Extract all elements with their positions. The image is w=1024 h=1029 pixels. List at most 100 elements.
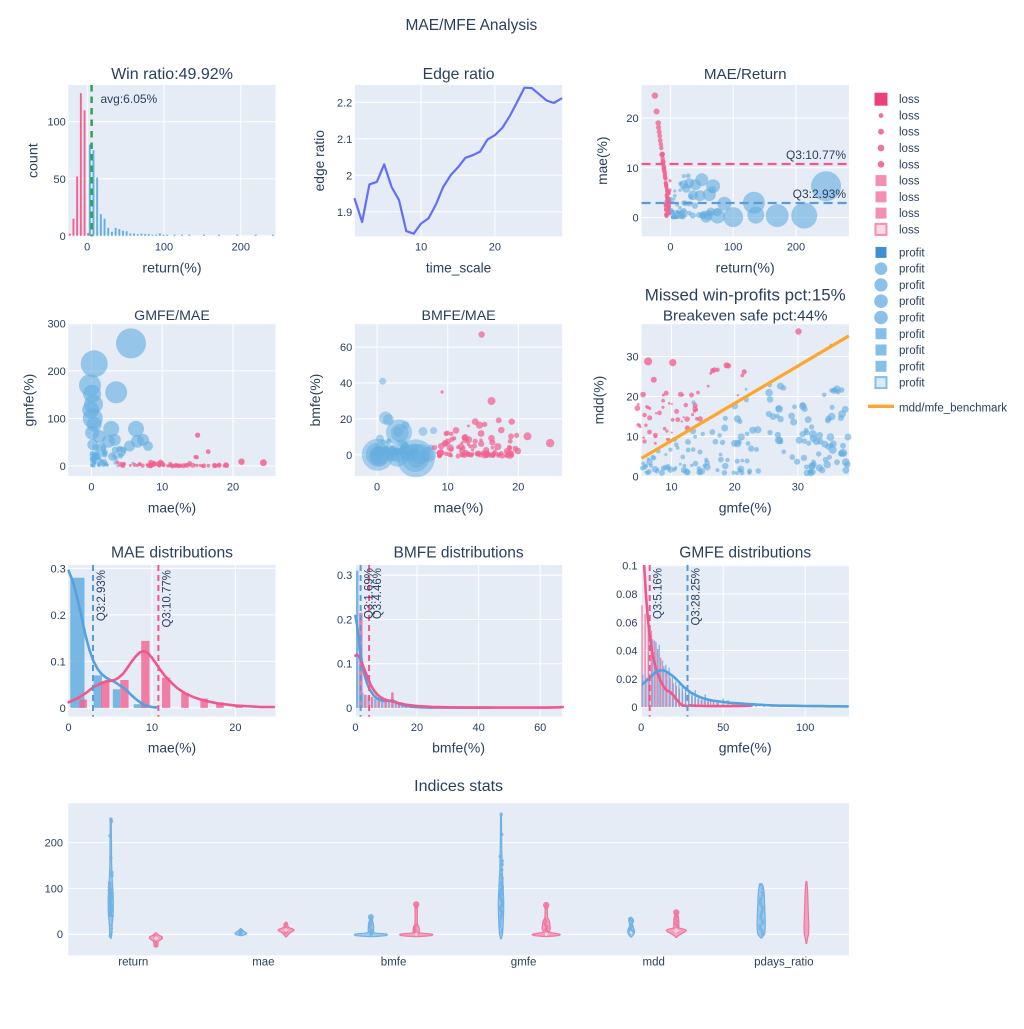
svg-text:Q3:5.16%: Q3:5.16% — [653, 568, 665, 619]
svg-text:200: 200 — [45, 838, 63, 850]
svg-text:Missed win-profits pct:15%: Missed win-profits pct:15% — [645, 286, 846, 305]
svg-text:0.1: 0.1 — [622, 561, 637, 573]
svg-text:return(%): return(%) — [716, 261, 775, 277]
svg-text:return: return — [118, 957, 148, 969]
svg-text:mae(%): mae(%) — [148, 501, 196, 516]
svg-text:profit: profit — [899, 361, 925, 373]
svg-text:profit: profit — [899, 329, 925, 341]
svg-text:loss: loss — [899, 111, 920, 123]
svg-text:avg:6.05%: avg:6.05% — [101, 92, 158, 106]
svg-text:200: 200 — [787, 242, 805, 254]
svg-text:0.06: 0.06 — [616, 617, 637, 629]
svg-text:0.1: 0.1 — [337, 659, 352, 671]
svg-text:mdd: mdd — [643, 957, 665, 969]
svg-text:20: 20 — [340, 414, 352, 426]
svg-text:GMFE distributions: GMFE distributions — [679, 545, 811, 562]
svg-text:0: 0 — [352, 722, 358, 734]
svg-text:mae: mae — [252, 957, 274, 969]
svg-text:10: 10 — [626, 163, 638, 175]
svg-text:30: 30 — [792, 482, 804, 494]
svg-text:profit: profit — [899, 247, 925, 259]
svg-text:2.2: 2.2 — [337, 97, 352, 109]
svg-text:Win ratio:49.92%: Win ratio:49.92% — [111, 66, 233, 83]
svg-text:MAE/Return: MAE/Return — [704, 66, 787, 83]
svg-text:20: 20 — [512, 482, 524, 494]
svg-text:50: 50 — [717, 722, 729, 734]
svg-text:edge ratio: edge ratio — [312, 130, 327, 192]
svg-text:mae(%): mae(%) — [148, 741, 196, 756]
svg-text:0: 0 — [84, 242, 90, 254]
svg-text:Q3:10.77%: Q3:10.77% — [161, 570, 173, 628]
svg-text:0: 0 — [631, 702, 637, 714]
svg-text:60: 60 — [340, 342, 352, 354]
svg-text:20: 20 — [227, 482, 239, 494]
svg-text:100: 100 — [724, 242, 742, 254]
svg-text:0: 0 — [57, 929, 63, 941]
svg-text:2: 2 — [346, 170, 352, 182]
svg-text:bmfe: bmfe — [381, 957, 407, 969]
svg-text:loss: loss — [899, 143, 920, 155]
svg-text:Q3:2.93%: Q3:2.93% — [96, 570, 108, 621]
svg-text:20: 20 — [626, 113, 638, 125]
svg-text:0.3: 0.3 — [51, 563, 66, 575]
svg-text:Q3:1.69%: Q3:1.69% — [364, 568, 376, 619]
svg-text:0.2: 0.2 — [51, 610, 66, 622]
svg-text:10: 10 — [442, 482, 454, 494]
svg-text:20: 20 — [229, 722, 241, 734]
svg-text:BMFE/MAE: BMFE/MAE — [422, 308, 496, 324]
svg-text:0.3: 0.3 — [337, 570, 352, 582]
svg-text:0: 0 — [632, 213, 638, 225]
svg-text:return(%): return(%) — [142, 261, 201, 277]
svg-text:pdays_ratio: pdays_ratio — [754, 957, 813, 969]
svg-text:300: 300 — [47, 318, 65, 330]
svg-text:bmfe(%): bmfe(%) — [307, 374, 323, 427]
svg-text:gmfe(%): gmfe(%) — [719, 500, 772, 516]
svg-text:0: 0 — [60, 703, 66, 715]
svg-text:0: 0 — [60, 231, 66, 243]
svg-text:mdd(%): mdd(%) — [591, 376, 607, 425]
svg-text:10: 10 — [665, 482, 677, 494]
svg-text:time_scale: time_scale — [426, 261, 491, 276]
svg-text:200: 200 — [232, 242, 250, 254]
svg-text:20: 20 — [411, 722, 423, 734]
svg-text:count: count — [26, 143, 42, 178]
svg-text:0: 0 — [374, 482, 380, 494]
svg-text:BMFE distributions: BMFE distributions — [394, 545, 524, 562]
svg-text:gmfe: gmfe — [511, 957, 537, 969]
svg-text:profit: profit — [899, 345, 925, 357]
svg-text:loss: loss — [899, 159, 920, 171]
svg-text:mdd/mfe_benchmark: mdd/mfe_benchmark — [899, 402, 1007, 414]
svg-text:0: 0 — [346, 703, 352, 715]
svg-text:Q3:10.77%: Q3:10.77% — [786, 148, 846, 162]
svg-text:0.08: 0.08 — [616, 589, 637, 601]
svg-text:200: 200 — [47, 366, 65, 378]
svg-text:loss: loss — [899, 224, 920, 236]
svg-text:40: 40 — [472, 722, 484, 734]
svg-text:profit: profit — [899, 296, 925, 308]
svg-text:0: 0 — [88, 482, 94, 494]
svg-text:Edge ratio: Edge ratio — [423, 66, 495, 83]
svg-text:bmfe(%): bmfe(%) — [432, 740, 485, 756]
svg-text:50: 50 — [54, 174, 66, 186]
svg-text:0.1: 0.1 — [51, 656, 66, 668]
svg-text:10: 10 — [146, 722, 158, 734]
svg-text:100: 100 — [796, 722, 814, 734]
svg-text:0: 0 — [638, 722, 644, 734]
svg-text:10: 10 — [415, 242, 427, 254]
svg-text:MAE/MFE Analysis: MAE/MFE Analysis — [406, 17, 538, 34]
svg-text:mae(%): mae(%) — [434, 501, 484, 517]
svg-text:Breakeven safe pct:44%: Breakeven safe pct:44% — [663, 308, 828, 325]
svg-text:30: 30 — [626, 352, 638, 364]
svg-text:20: 20 — [489, 242, 501, 254]
svg-text:0: 0 — [632, 471, 638, 483]
svg-text:0.04: 0.04 — [616, 646, 637, 658]
svg-text:mae(%): mae(%) — [595, 137, 610, 185]
svg-text:Q3:4.46%: Q3:4.46% — [372, 568, 384, 619]
svg-text:20: 20 — [626, 392, 638, 404]
svg-text:profit: profit — [899, 280, 925, 292]
svg-text:1.9: 1.9 — [337, 207, 352, 219]
svg-text:profit: profit — [899, 378, 925, 390]
svg-text:loss: loss — [899, 127, 920, 139]
svg-text:0: 0 — [66, 722, 72, 734]
svg-text:gmfe(%): gmfe(%) — [719, 740, 772, 756]
